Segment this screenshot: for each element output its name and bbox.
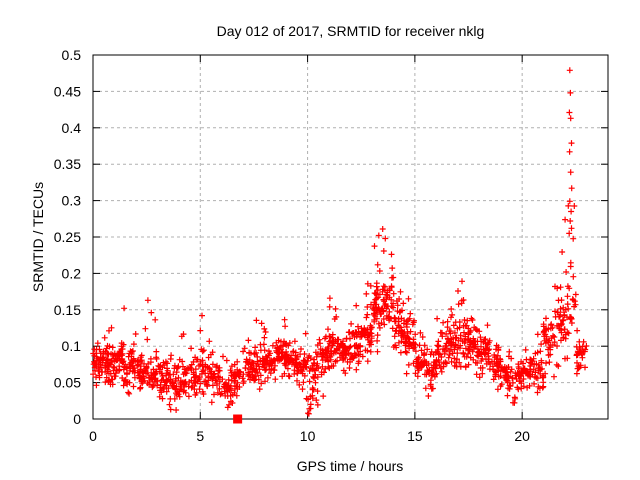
y-tick-label: 0.45 <box>54 83 81 99</box>
y-tick-label: 0.1 <box>62 338 82 354</box>
x-tick-label: 0 <box>89 428 97 444</box>
grid-lines <box>93 55 608 419</box>
x-tick-label: 5 <box>196 428 204 444</box>
y-tick-label: 0.5 <box>62 47 82 63</box>
y-tick-label: 0.4 <box>62 120 82 136</box>
x-tick-label: 15 <box>407 428 423 444</box>
scatter-points <box>90 67 590 417</box>
y-axis-label: SRMTID / TECUs <box>30 181 46 293</box>
y-tick-label: 0.2 <box>62 265 82 281</box>
y-tick-label: 0.35 <box>54 156 81 172</box>
x-tick-label: 20 <box>514 428 530 444</box>
y-tick-label: 0.25 <box>54 229 81 245</box>
y-tick-label: 0.3 <box>62 193 82 209</box>
axis-ticks <box>92 54 608 420</box>
y-tick-label: 0.15 <box>54 302 81 318</box>
x-tick-label: 10 <box>300 428 316 444</box>
chart-title: Day 012 of 2017, SRMTID for receiver nkl… <box>216 23 485 39</box>
y-tick-label: 0.05 <box>54 375 81 391</box>
y-tick-label: 0 <box>73 411 81 427</box>
tick-labels: 0 5 10 15 20 0 0.05 0.1 0.15 0.2 0.25 0.3 0.35 0.4 0.4… <box>54 47 530 444</box>
square-marker <box>233 414 243 424</box>
x-axis-label: GPS time / hours <box>296 458 404 474</box>
